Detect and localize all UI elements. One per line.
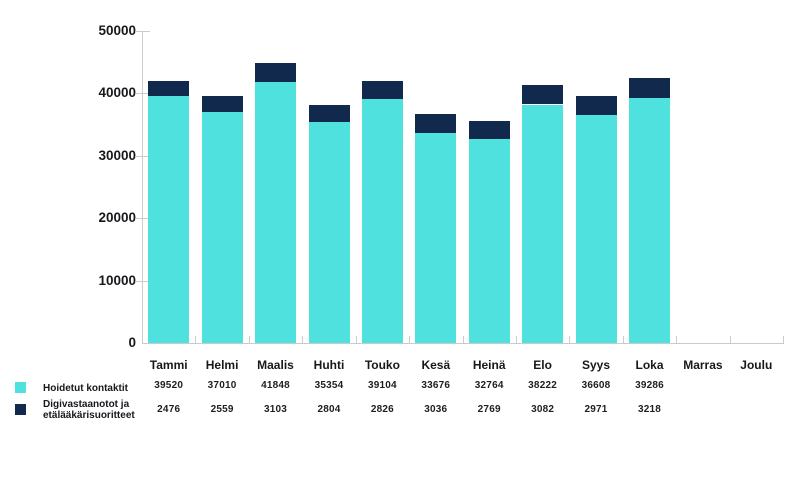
legend-label-digivastaanotot: Digivastaanotot ja etälääkärisuoritteet xyxy=(43,399,135,421)
y-axis-line xyxy=(142,31,143,343)
x-axis-line xyxy=(142,343,784,344)
value-cell-hoidetut-kontaktit: 33676 xyxy=(421,380,451,391)
bar-segment-digivastaanotot-touko xyxy=(361,81,403,99)
y-axis-tick-label: 20000 xyxy=(98,210,136,226)
y-axis-tick-label: 0 xyxy=(128,335,136,350)
x-axis-category-label: Helmi xyxy=(205,358,239,372)
x-axis-tick-mark xyxy=(676,336,678,343)
value-cell-digivastaanotot: 3218 xyxy=(637,404,662,415)
value-cell-digivastaanotot: 2971 xyxy=(584,404,608,415)
bar-segment-digivastaanotot-heinä xyxy=(468,121,510,139)
x-axis-category-label: Syys xyxy=(581,358,610,372)
x-axis-category-label: Elo xyxy=(533,358,552,372)
y-axis-tick-label: 30000 xyxy=(98,147,136,163)
y-axis-tick-label: 10000 xyxy=(98,272,136,288)
bar-segment-hoidetut-kontaktit-heinä xyxy=(468,138,510,343)
value-cell-digivastaanotot: 2826 xyxy=(370,404,394,415)
x-axis-category-label: Loka xyxy=(635,358,664,372)
value-cell-digivastaanotot: 2559 xyxy=(210,404,234,415)
x-axis-category-label: Marras xyxy=(683,358,723,372)
value-cell-digivastaanotot: 3082 xyxy=(531,404,555,415)
y-axis-tick-label: 50000 xyxy=(98,23,136,38)
x-axis-category-label: Kesä xyxy=(421,358,451,372)
x-axis-tick-mark xyxy=(355,336,357,343)
x-axis-tick-mark xyxy=(302,336,304,343)
bar-segment-hoidetut-kontaktit-syys xyxy=(575,114,617,343)
x-axis-category-label: Tammi xyxy=(149,358,188,372)
value-cell-digivastaanotot: 3103 xyxy=(263,404,288,415)
value-cell-digivastaanotot: 2476 xyxy=(157,404,181,415)
bar-segment-hoidetut-kontaktit-maalis xyxy=(255,81,296,343)
value-cell-digivastaanotot: 3036 xyxy=(424,404,448,415)
x-axis-category-label: Maalis xyxy=(257,358,294,372)
value-cell-hoidetut-kontaktit: 39286 xyxy=(635,380,664,391)
bar-segment-digivastaanotot-syys xyxy=(575,96,617,115)
x-axis-tick-mark xyxy=(783,336,784,343)
legend-label-hoidetut-kontaktit: Hoidetut kontaktit xyxy=(43,383,128,394)
x-axis-tick-mark xyxy=(515,336,517,343)
x-axis-tick-mark xyxy=(569,336,571,343)
legend-swatch-digivastaanotot xyxy=(15,404,26,415)
value-cell-digivastaanotot: 2804 xyxy=(317,404,341,415)
bar-segment-hoidetut-kontaktit-kesä xyxy=(415,132,457,343)
x-axis-category-label: Touko xyxy=(364,358,400,372)
value-cell-digivastaanotot: 2769 xyxy=(477,404,501,415)
bar-segment-hoidetut-kontaktit-huhti xyxy=(308,122,350,343)
bar-segment-digivastaanotot-maalis xyxy=(255,62,296,82)
bar-segment-digivastaanotot-tammi xyxy=(148,80,190,97)
value-cell-hoidetut-kontaktit: 39520 xyxy=(154,380,184,391)
bar-segment-hoidetut-kontaktit-tammi xyxy=(148,96,190,343)
bar-segment-digivastaanotot-huhti xyxy=(308,104,350,123)
x-axis-tick-mark xyxy=(462,336,464,343)
x-axis-tick-mark xyxy=(248,336,250,343)
bar-segment-digivastaanotot-elo xyxy=(522,85,564,105)
value-cell-hoidetut-kontaktit: 32764 xyxy=(474,380,504,391)
x-axis-tick-mark xyxy=(729,336,731,343)
legend-swatch-hoidetut-kontaktit xyxy=(15,382,26,393)
bar-segment-digivastaanotot-helmi xyxy=(201,96,243,113)
x-axis-tick-mark xyxy=(409,336,411,343)
x-axis-tick-mark xyxy=(195,336,197,343)
value-cell-hoidetut-kontaktit: 36608 xyxy=(581,380,611,391)
x-axis-category-label: Heinä xyxy=(472,358,506,372)
x-axis-category-label: Huhti xyxy=(313,358,345,372)
x-axis-category-label: Joulu xyxy=(740,358,773,372)
bar-segment-digivastaanotot-loka xyxy=(629,77,670,98)
value-cell-hoidetut-kontaktit: 37010 xyxy=(207,380,237,391)
bar-segment-hoidetut-kontaktit-loka xyxy=(629,97,670,343)
bar-segment-hoidetut-kontaktit-helmi xyxy=(201,112,243,343)
value-cell-hoidetut-kontaktit: 41848 xyxy=(261,380,290,391)
bar-segment-hoidetut-kontaktit-touko xyxy=(361,99,403,343)
x-axis-tick-mark xyxy=(622,336,624,343)
value-cell-hoidetut-kontaktit: 39104 xyxy=(367,380,397,391)
bar-segment-hoidetut-kontaktit-elo xyxy=(522,104,564,343)
bar-segment-digivastaanotot-kesä xyxy=(415,113,457,133)
value-cell-hoidetut-kontaktit: 35354 xyxy=(314,380,344,391)
y-axis-tick-label: 40000 xyxy=(98,85,136,101)
value-cell-hoidetut-kontaktit: 38222 xyxy=(528,380,557,391)
